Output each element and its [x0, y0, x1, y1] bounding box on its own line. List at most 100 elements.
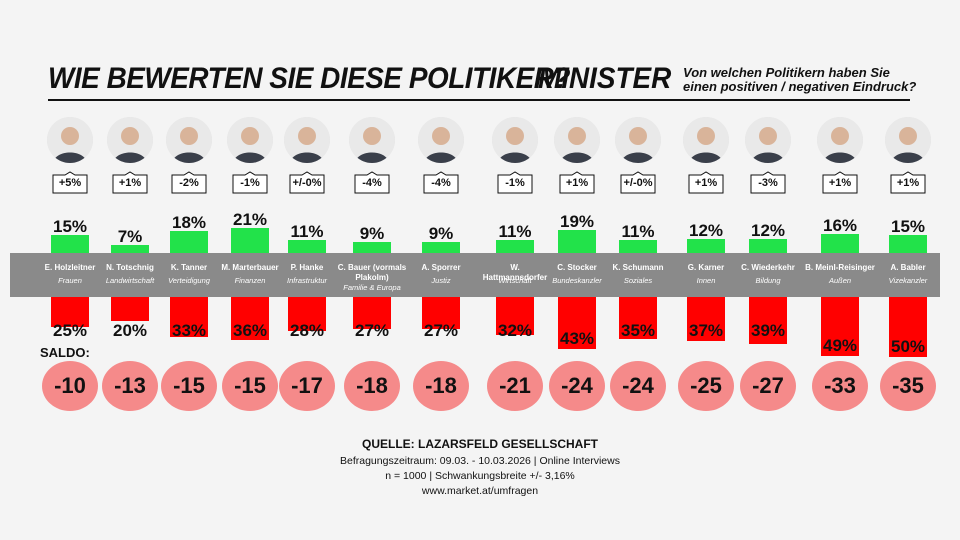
title-underline — [48, 99, 910, 101]
politician-column: -4% 9% C. Bauer (vormals Plakolm) Familie &… — [337, 0, 407, 540]
politician-avatar — [615, 117, 661, 163]
negative-bar — [619, 297, 657, 339]
politician-column: +/-0% 11% K. Schumann Soziales 35% -24 — [603, 0, 673, 540]
saldo-circle: -18 — [344, 361, 400, 411]
politician-avatar — [817, 117, 863, 163]
politician-avatar — [683, 117, 729, 163]
change-badge: +/-0% — [620, 171, 656, 195]
page-subtitle: MINISTER — [538, 62, 672, 95]
positive-bar — [51, 235, 89, 253]
politician-avatar — [166, 117, 212, 163]
change-value: -2% — [179, 177, 199, 189]
positive-label: 7% — [117, 227, 143, 246]
negative-label: 36% — [232, 321, 268, 340]
change-badge: +1% — [688, 171, 724, 195]
change-badge: +1% — [112, 171, 148, 195]
politician-column: +1% 7% N. Totschnig Landwirtschaft 20% -13 — [95, 0, 165, 540]
footer-url: www.market.at/umfragen — [421, 485, 539, 497]
change-badge: +/-0% — [289, 171, 325, 195]
politician-column: -3% 12% C. Wiederkehr Bildung 39% -27 — [733, 0, 803, 540]
change-value: +1% — [896, 177, 920, 189]
negative-bar — [288, 297, 326, 331]
saldo-circle: -27 — [740, 361, 796, 411]
politician-column: +5% 15% E. Holzleitner Frauen 25% -10 — [35, 0, 105, 540]
positive-label: 15% — [890, 217, 926, 236]
negative-label: 27% — [423, 321, 459, 340]
change-badge: -4% — [354, 171, 390, 195]
negative-label: 39% — [750, 321, 786, 340]
politician-name: M. Marterbauer — [221, 263, 279, 272]
politician-ministry: Landwirtschaft — [105, 276, 155, 285]
change-value: +1% — [565, 177, 589, 189]
negative-label: 28% — [289, 321, 325, 340]
change-badge: -1% — [497, 171, 533, 195]
politician-avatar — [885, 117, 931, 163]
change-value: -4% — [431, 177, 451, 189]
positive-label: 21% — [232, 210, 268, 229]
politician-column: -1% 21% M. Marterbauer Finanzen 36% -15 — [215, 0, 285, 540]
negative-bar — [231, 297, 269, 340]
politician-name: N. Totschnig — [106, 263, 154, 272]
saldo-circle: -15 — [222, 361, 278, 411]
positive-bar — [353, 242, 391, 253]
politician-column: +/-0% 11% P. Hanke Infrastruktur 28% -17 — [272, 0, 342, 540]
name-band — [10, 253, 940, 297]
negative-bar — [749, 297, 787, 344]
change-badge: -4% — [423, 171, 459, 195]
change-value: -1% — [505, 177, 525, 189]
politician-avatar — [745, 117, 791, 163]
politician-ministry: Soziales — [623, 276, 653, 285]
positive-label: 9% — [359, 224, 385, 243]
politician-name: B. Meinl-Reisinger — [805, 263, 875, 272]
saldo-circle: -24 — [610, 361, 666, 411]
negative-label: 32% — [497, 321, 533, 340]
politician-avatar — [418, 117, 464, 163]
saldo-circle: -10 — [42, 361, 98, 411]
politician-name: C. Wiederkehr — [741, 263, 795, 272]
politician-name: C. Bauer (vormals Plakolm) — [337, 263, 407, 282]
negative-bar — [353, 297, 391, 329]
politician-name: A. Sporrer — [421, 263, 461, 272]
politician-column: -1% 11% W. Hattmannsdorfer Wirtschaft 32% -21 — [480, 0, 550, 540]
negative-bar — [170, 297, 208, 337]
politician-name: E. Holzleitner — [44, 263, 96, 272]
politician-column: +1% 12% G. Karner Innen 37% -25 — [671, 0, 741, 540]
positive-label: 19% — [559, 212, 595, 231]
footer-survey: Befragungszeitraum: 09.03. - 10.03.2026 … — [340, 455, 620, 467]
change-value: +1% — [828, 177, 852, 189]
positive-bar — [496, 240, 534, 253]
politician-ministry: Bildung — [755, 276, 781, 285]
politician-ministry: Verteidigung — [168, 276, 210, 285]
negative-bar — [111, 297, 149, 321]
positive-bar — [422, 242, 460, 253]
saldo-circle: -13 — [102, 361, 158, 411]
politician-ministry: Frauen — [58, 276, 82, 285]
change-badge: +1% — [822, 171, 858, 195]
negative-bar — [558, 297, 596, 349]
change-value: -1% — [240, 177, 260, 189]
page-title: WIE BEWERTEN SIE DIESE POLITIKER? — [48, 62, 571, 95]
positive-bar — [889, 235, 927, 253]
positive-bar — [687, 239, 725, 253]
change-value: +1% — [694, 177, 718, 189]
politician-name: C. Stocker — [557, 263, 597, 272]
positive-label: 18% — [171, 213, 207, 232]
positive-bar — [821, 234, 859, 253]
politician-ministry: Justiz — [431, 276, 451, 285]
saldo-circle: -33 — [812, 361, 868, 411]
negative-label: 50% — [890, 337, 926, 356]
saldo-circle: -21 — [487, 361, 543, 411]
positive-bar — [749, 239, 787, 253]
change-value: +1% — [118, 177, 142, 189]
positive-label: 12% — [750, 221, 786, 240]
politician-ministry: Vizekanzler — [888, 276, 928, 285]
positive-label: 11% — [621, 222, 655, 241]
saldo-circle: -18 — [413, 361, 469, 411]
negative-label: 43% — [559, 329, 595, 348]
politician-ministry: Familie & Europa — [343, 283, 401, 292]
change-badge: +1% — [890, 171, 926, 195]
politician-column: -2% 18% K. Tanner Verteidigung 33% -15 — [154, 0, 224, 540]
change-value: +/-0% — [623, 177, 653, 189]
saldo-circle: -17 — [279, 361, 335, 411]
survey-question: Von welchen Politikern haben Sie einen p… — [683, 65, 917, 94]
